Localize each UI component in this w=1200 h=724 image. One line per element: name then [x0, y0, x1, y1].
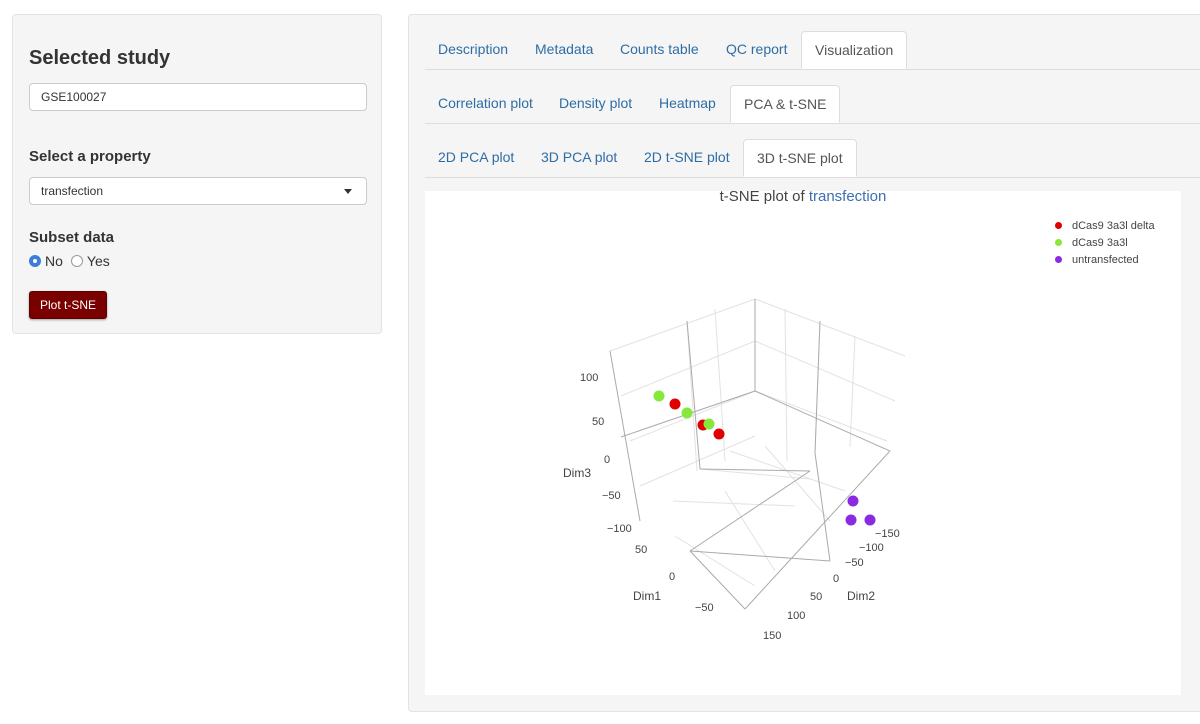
radio-no[interactable]: No	[29, 253, 63, 269]
tabbar-level1: Description Metadata Counts table QC rep…	[425, 31, 1200, 70]
tab-description[interactable]: Description	[438, 41, 509, 57]
radio-unchecked-icon[interactable]	[70, 255, 83, 267]
dim2-tick: 150	[763, 630, 781, 642]
legend-label: dCas9 3a3l delta	[1072, 219, 1155, 232]
dim2-tick: −50	[845, 557, 864, 569]
tab-visualization[interactable]: Visualization	[801, 31, 908, 69]
point-dcas9-3a3l-delta[interactable]	[669, 398, 681, 410]
point-untransfected[interactable]	[847, 495, 859, 507]
selected-study-title: Selected study	[29, 47, 171, 69]
plot-title: t-SNE plot of transfection	[425, 188, 1181, 205]
main-panel: Description Metadata Counts table QC rep…	[408, 14, 1200, 712]
tab-correlation-plot[interactable]: Correlation plot	[438, 95, 533, 111]
dim1-ticks: 50 0 −50	[635, 544, 714, 614]
point-dcas9-3a3l[interactable]	[703, 418, 715, 430]
dim2-ticks: −150 −100 −50 0 50 100 150	[763, 528, 900, 642]
radio-yes[interactable]: Yes	[70, 253, 110, 269]
property-select[interactable]: transfection	[29, 177, 367, 205]
dim1-tick: −50	[695, 602, 714, 614]
dim2-tick: 0	[833, 573, 839, 585]
property-label: Select a property	[29, 148, 151, 165]
radio-yes-label: Yes	[86, 253, 110, 269]
dim3-tick: −50	[602, 490, 621, 502]
tab-3d-pca-plot[interactable]: 3D PCA plot	[541, 149, 618, 165]
data-points	[653, 390, 876, 526]
tab-counts-table[interactable]: Counts table	[620, 41, 699, 57]
point-untransfected[interactable]	[864, 514, 876, 526]
property-select-value: transfection	[41, 184, 104, 198]
grid-lines	[609, 298, 906, 587]
dim2-axis-title: Dim2	[847, 589, 875, 603]
dim2-tick: −100	[859, 542, 884, 554]
tab-qc-report[interactable]: QC report	[726, 41, 788, 57]
subset-radio-group: No Yes	[29, 253, 118, 269]
dim3-tick: −100	[607, 523, 632, 535]
legend-item[interactable]: dCas9 3a3l delta	[1055, 217, 1155, 234]
dim2-tick: 100	[787, 610, 805, 622]
tab-3d-tsne-plot[interactable]: 3D t-SNE plot	[743, 139, 857, 177]
tabbar-level3: 2D PCA plot 3D PCA plot 2D t-SNE plot 3D…	[425, 139, 1200, 178]
study-input[interactable]: GSE100027	[29, 83, 367, 111]
plot-title-prefix: t-SNE plot of	[719, 188, 809, 205]
point-dcas9-3a3l-delta[interactable]	[713, 428, 725, 440]
legend-label: dCas9 3a3l	[1072, 236, 1128, 249]
scatter3d-svg[interactable]: 100 50 0 −50 −100 Dim3 50 0 −50 Dim1 −15…	[425, 191, 1181, 695]
tab-heatmap[interactable]: Heatmap	[659, 95, 716, 111]
radio-checked-icon[interactable]	[29, 255, 41, 267]
tab-pca-tsne[interactable]: PCA & t-SNE	[730, 85, 841, 123]
subset-label: Subset data	[29, 229, 115, 246]
dim1-tick: 0	[669, 571, 675, 583]
dim1-axis-title: Dim1	[633, 589, 661, 603]
plot-tsne-button[interactable]: Plot t-SNE	[29, 291, 107, 319]
dim2-tick: 50	[810, 591, 822, 603]
dim3-tick: 100	[580, 372, 598, 384]
point-dcas9-3a3l[interactable]	[653, 390, 665, 402]
tab-metadata[interactable]: Metadata	[535, 41, 594, 57]
legend-label: untransfected	[1072, 253, 1139, 266]
legend-marker-icon	[1055, 256, 1062, 263]
dim1-tick: 50	[635, 544, 647, 556]
dim3-ticks: 100 50 0 −50 −100	[580, 372, 632, 535]
caret-down-icon	[344, 189, 352, 194]
tab-density-plot[interactable]: Density plot	[559, 95, 633, 111]
dim3-tick: 50	[592, 416, 604, 428]
dim3-axis-title: Dim3	[563, 466, 591, 480]
dim3-tick: 0	[604, 454, 610, 466]
point-untransfected[interactable]	[845, 514, 857, 526]
legend-marker-icon	[1055, 239, 1062, 246]
legend-marker-icon	[1055, 222, 1062, 229]
point-dcas9-3a3l[interactable]	[681, 407, 693, 419]
tabbar-level2: Correlation plot Density plot Heatmap PC…	[425, 85, 1200, 124]
radio-no-label: No	[45, 253, 63, 269]
plot-legend: dCas9 3a3l delta dCas9 3a3l untransfecte…	[1055, 217, 1155, 268]
tsne-plot-area[interactable]: t-SNE plot of transfection dCas9 3a3l de…	[425, 188, 1181, 695]
legend-item[interactable]: dCas9 3a3l	[1055, 234, 1155, 251]
tab-2d-pca-plot[interactable]: 2D PCA plot	[438, 149, 515, 165]
plot-title-highlight: transfection	[808, 188, 887, 205]
sidebar-panel: Selected study GSE100027 Select a proper…	[12, 14, 382, 334]
dim2-tick: −150	[875, 528, 900, 540]
tab-2d-tsne-plot[interactable]: 2D t-SNE plot	[644, 149, 730, 165]
legend-item[interactable]: untransfected	[1055, 251, 1155, 268]
